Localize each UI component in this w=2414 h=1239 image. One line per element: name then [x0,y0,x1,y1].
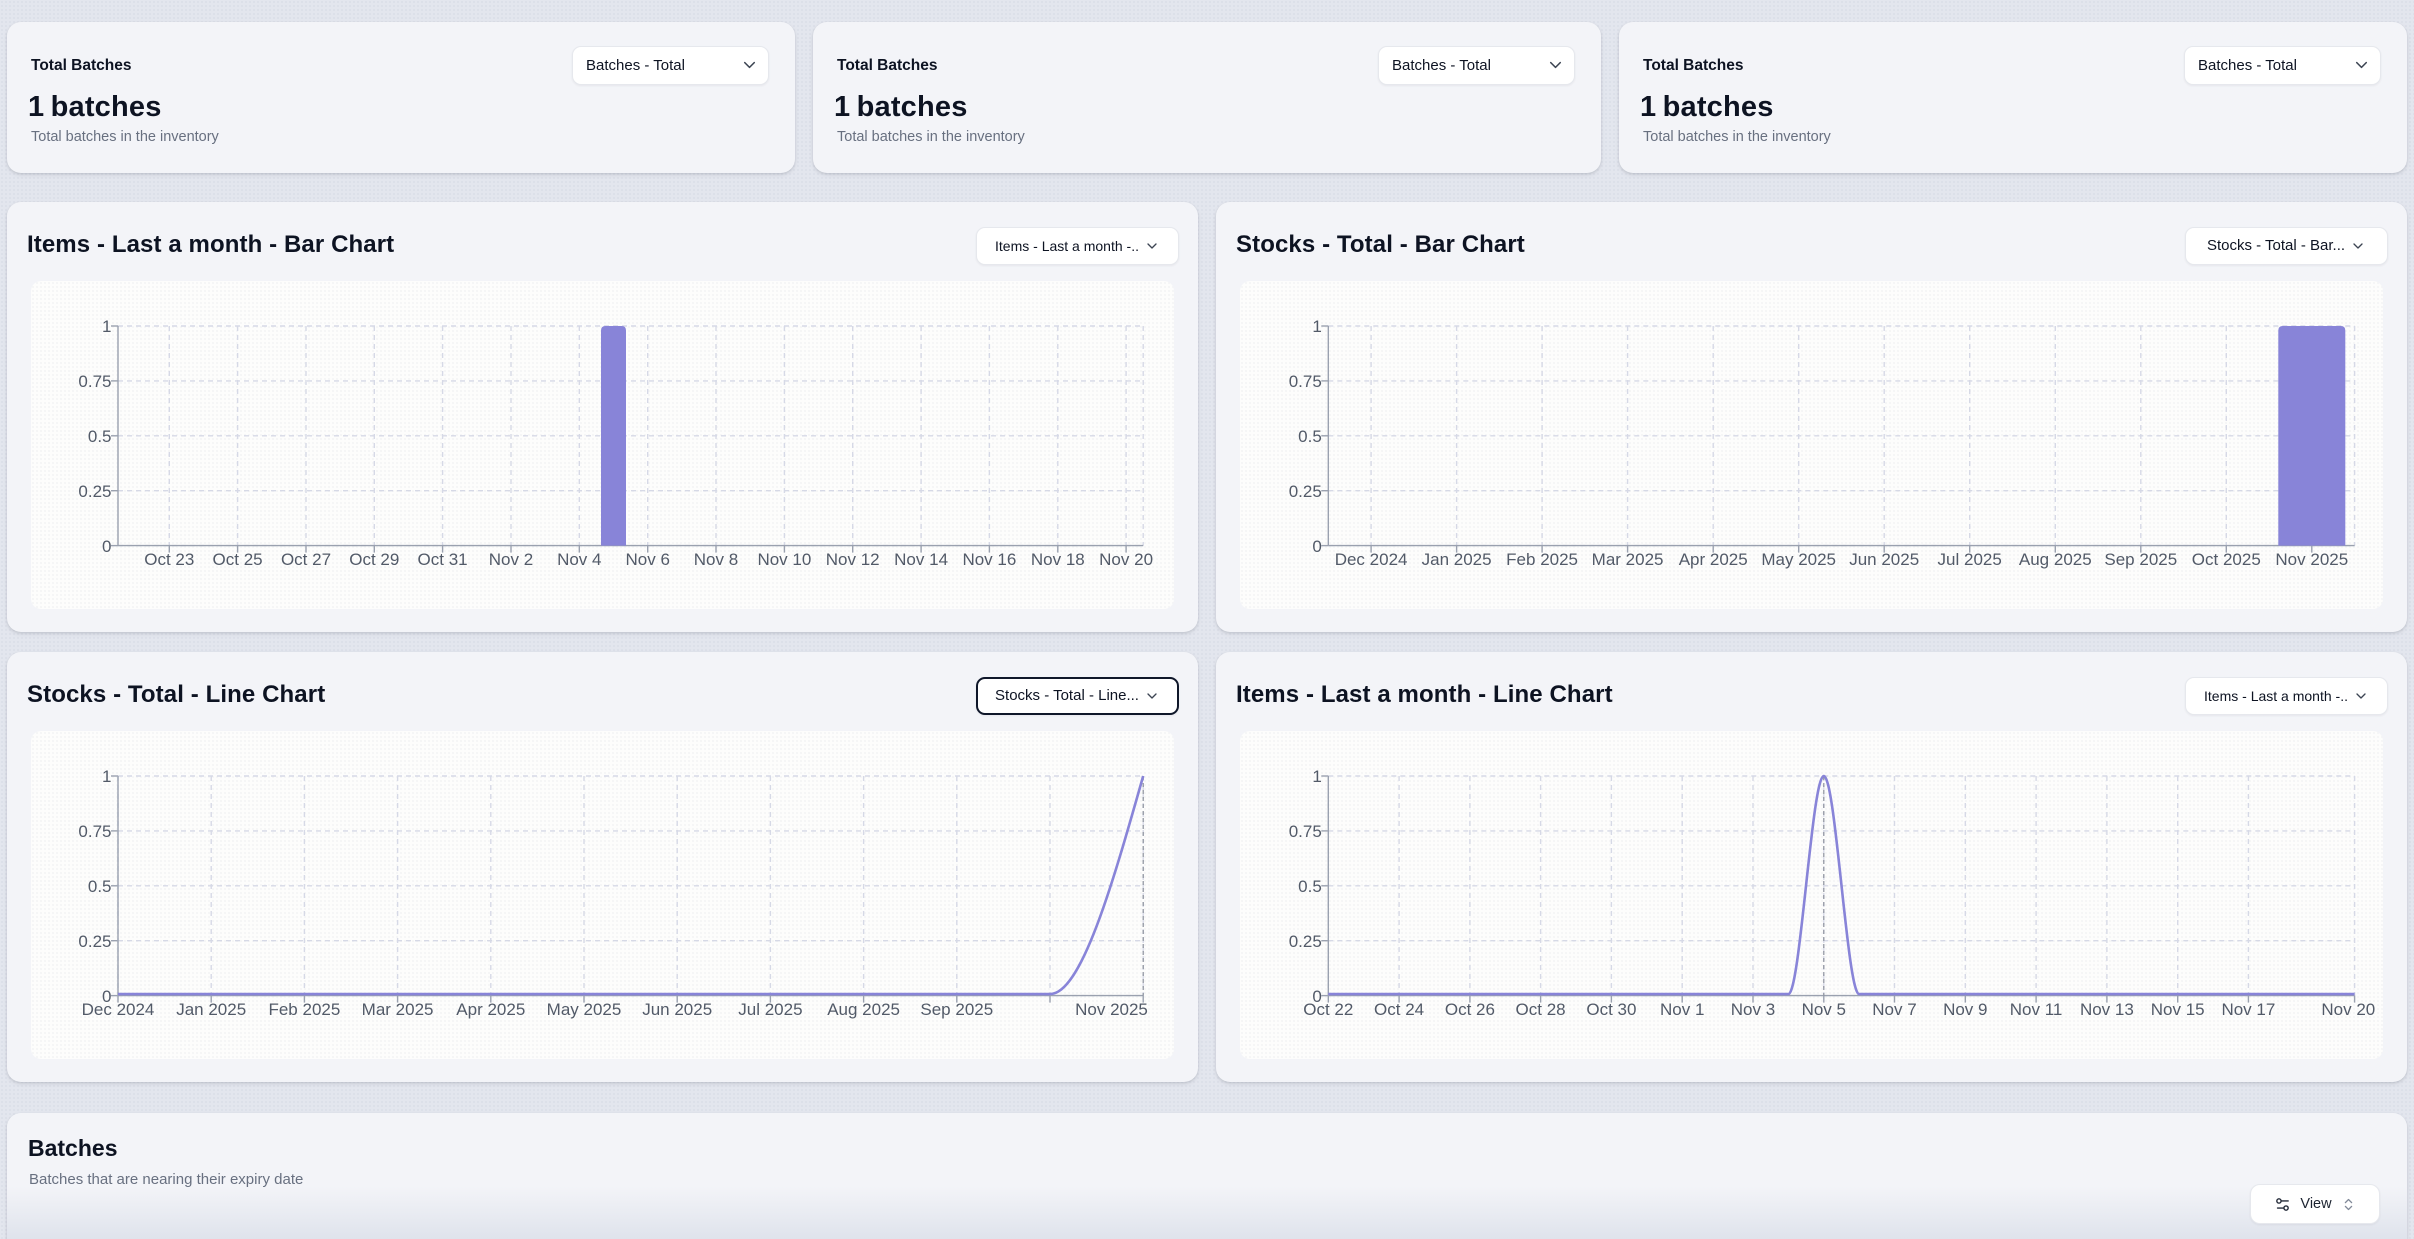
svg-text:0.75: 0.75 [1289,822,1322,841]
svg-text:Jun 2025: Jun 2025 [1849,549,1919,568]
svg-text:Apr 2025: Apr 2025 [1679,549,1748,568]
svg-text:Oct 25: Oct 25 [213,549,263,568]
svg-text:Nov 12: Nov 12 [826,549,880,568]
svg-text:Nov 3: Nov 3 [1731,999,1775,1018]
svg-text:Nov 2025: Nov 2025 [1075,999,1148,1018]
svg-text:Nov 6: Nov 6 [625,549,669,568]
svg-text:0.5: 0.5 [1298,877,1322,896]
svg-text:Nov 10: Nov 10 [757,549,811,568]
svg-text:Nov 16: Nov 16 [962,549,1016,568]
svg-text:0.75: 0.75 [78,822,111,841]
svg-text:Dec 2024: Dec 2024 [82,999,155,1018]
svg-text:Nov 2025: Nov 2025 [2275,549,2348,568]
svg-text:0.5: 0.5 [1298,427,1322,446]
svg-text:Jul 2025: Jul 2025 [1938,549,2002,568]
svg-text:Oct 24: Oct 24 [1374,999,1424,1018]
svg-text:Feb 2025: Feb 2025 [1506,549,1578,568]
svg-text:0: 0 [102,536,111,555]
svg-text:Jun 2025: Jun 2025 [642,999,712,1018]
svg-text:1: 1 [1312,317,1321,336]
svg-text:Nov 14: Nov 14 [894,549,948,568]
svg-text:Oct 26: Oct 26 [1445,999,1495,1018]
svg-text:Oct 23: Oct 23 [144,549,194,568]
svg-text:Mar 2025: Mar 2025 [1592,549,1664,568]
svg-text:Nov 9: Nov 9 [1943,999,1987,1018]
svg-text:Nov 20: Nov 20 [1099,549,1153,568]
svg-text:Sep 2025: Sep 2025 [920,999,993,1018]
svg-text:0.25: 0.25 [78,481,111,500]
svg-text:0.75: 0.75 [78,372,111,391]
svg-text:Sep 2025: Sep 2025 [2104,549,2177,568]
svg-text:May 2025: May 2025 [1761,549,1836,568]
svg-text:Nov 18: Nov 18 [1031,549,1085,568]
svg-text:Oct 29: Oct 29 [349,549,399,568]
svg-text:0.75: 0.75 [1289,372,1322,391]
svg-text:Oct 2025: Oct 2025 [2192,549,2261,568]
svg-text:Dec 2024: Dec 2024 [1335,549,1408,568]
svg-text:Nov 4: Nov 4 [557,549,601,568]
svg-text:1: 1 [102,317,111,336]
svg-text:0: 0 [1312,986,1321,1005]
svg-text:0.25: 0.25 [1289,481,1322,500]
svg-text:Mar 2025: Mar 2025 [362,999,434,1018]
svg-text:Nov 11: Nov 11 [2010,999,2063,1018]
svg-text:0.5: 0.5 [88,877,112,896]
svg-text:Nov 1: Nov 1 [1660,999,1704,1018]
svg-text:Oct 22: Oct 22 [1303,999,1353,1018]
svg-text:0: 0 [1312,536,1321,555]
svg-text:0.5: 0.5 [88,427,112,446]
svg-text:Jan 2025: Jan 2025 [176,999,246,1018]
svg-text:Nov 17: Nov 17 [2221,999,2275,1018]
svg-text:0.25: 0.25 [1289,931,1322,950]
svg-text:Nov 8: Nov 8 [694,549,738,568]
svg-text:1: 1 [1312,767,1321,786]
svg-text:0: 0 [102,986,111,1005]
svg-text:Oct 28: Oct 28 [1516,999,1566,1018]
svg-text:Aug 2025: Aug 2025 [2019,549,2092,568]
svg-text:Oct 31: Oct 31 [418,549,468,568]
svg-text:Nov 5: Nov 5 [1802,999,1846,1018]
svg-text:Jan 2025: Jan 2025 [1422,549,1492,568]
svg-text:Oct 27: Oct 27 [281,549,331,568]
svg-text:Jul 2025: Jul 2025 [738,999,802,1018]
svg-text:Apr 2025: Apr 2025 [456,999,525,1018]
svg-text:Nov 15: Nov 15 [2151,999,2205,1018]
svg-text:Nov 7: Nov 7 [1872,999,1916,1018]
svg-text:Nov 2: Nov 2 [489,549,533,568]
svg-text:1: 1 [102,767,111,786]
svg-text:Aug 2025: Aug 2025 [827,999,900,1018]
svg-text:Feb 2025: Feb 2025 [268,999,340,1018]
svg-text:May 2025: May 2025 [547,999,622,1018]
svg-text:Nov 13: Nov 13 [2080,999,2134,1018]
svg-text:Oct 30: Oct 30 [1586,999,1636,1018]
svg-text:0.25: 0.25 [78,931,111,950]
svg-text:Nov 20: Nov 20 [2321,999,2375,1018]
